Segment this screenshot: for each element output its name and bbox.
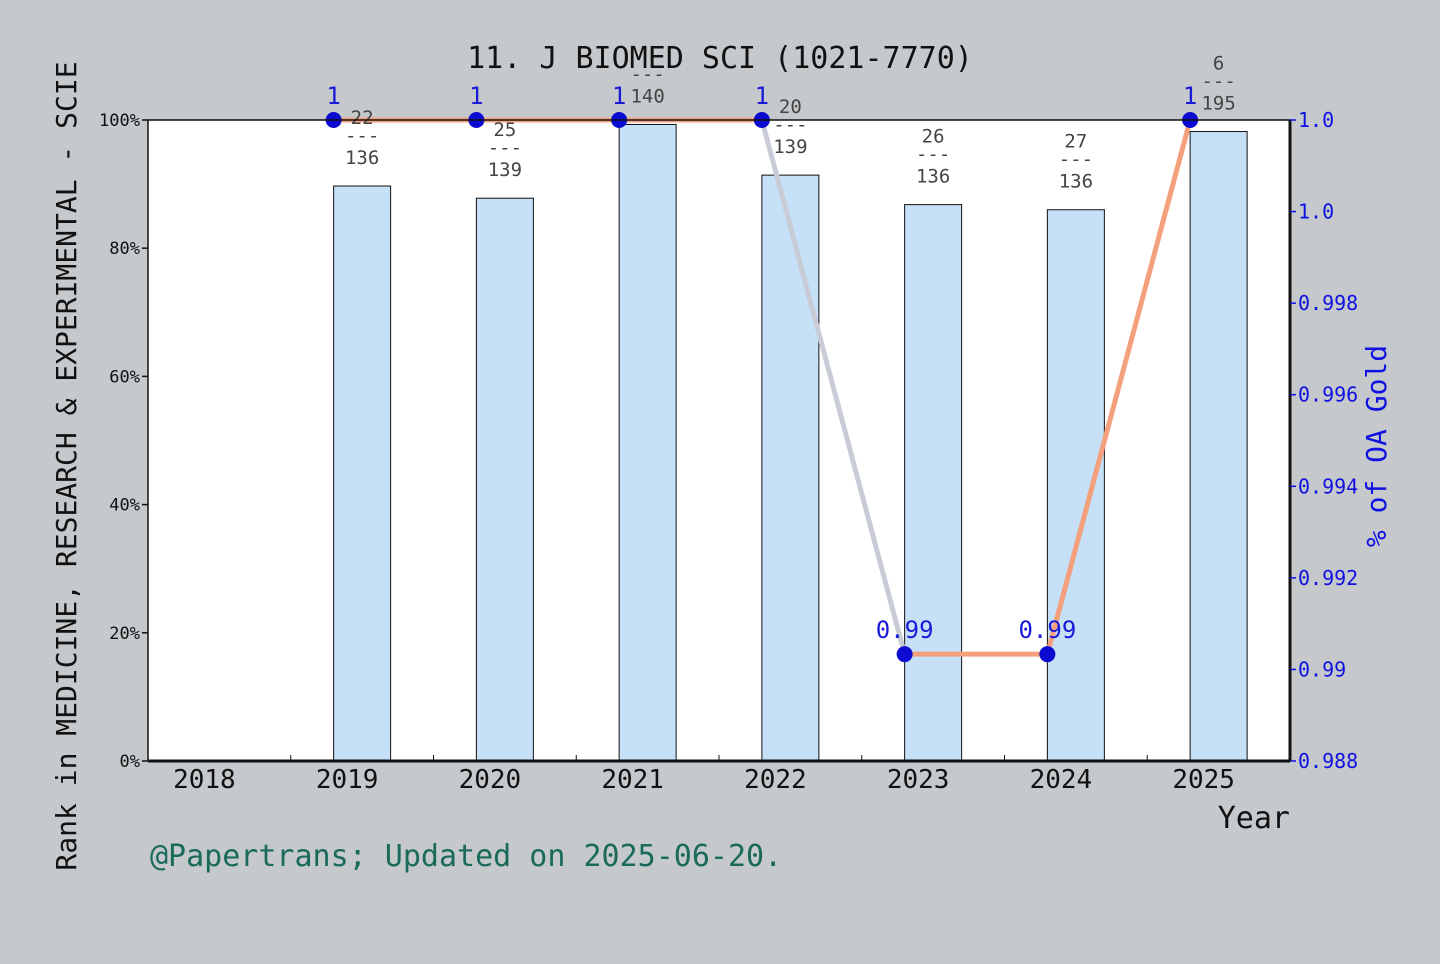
right-tick-label-0: 0.988 (1298, 749, 1358, 773)
right-tick-label-1: 0.99 (1298, 657, 1346, 681)
x-axis-label: Year (1218, 801, 1290, 836)
rank-value-2020: 25 (493, 119, 516, 141)
left-y-axis-label: Rank in MEDICINE, RESEARCH & EXPERIMENTA… (50, 61, 83, 870)
left-tick-label-4: 80% (109, 239, 140, 259)
x-tick-label-2018: 2018 (173, 765, 236, 795)
rank-total-2019: 136 (345, 147, 379, 169)
rank-total-2020: 139 (488, 159, 522, 181)
left-tick-label-3: 60% (109, 367, 140, 387)
rank-total-2025: 195 (1201, 93, 1235, 115)
right-tick-label-5: 0.998 (1298, 291, 1358, 315)
rank-total-2023: 136 (916, 166, 950, 188)
oa-line-segment-2022-2023 (759, 117, 908, 657)
rank-value-2025: 6 (1213, 53, 1224, 75)
rank-separator-2024: --- (1059, 149, 1093, 171)
bar-2021 (618, 123, 677, 762)
right-tick-label-6: 1.0 (1298, 200, 1334, 224)
bar-2023 (904, 204, 963, 762)
bar-2019 (333, 185, 392, 762)
oa-line-segment-2024-2025 (1044, 117, 1193, 657)
left-tick-label-0: 0% (120, 752, 140, 772)
oa-point-2024 (1039, 646, 1056, 663)
x-tick-label-2020: 2020 (459, 765, 522, 795)
rank-total-2024: 136 (1059, 171, 1093, 193)
x-tick-label-2023: 2023 (887, 765, 950, 795)
oa-label-2023: 0.99 (876, 616, 934, 644)
rank-separator-2020: --- (488, 137, 522, 159)
axes-layer: 0% 20% 40% 60% 80% 100% 0.988 0.99 0.992 0.994 0.9… (99, 108, 1358, 795)
right-tick-label-2: 0.992 (1298, 566, 1358, 590)
chart-title: 11. J BIOMED SCI (1021-7770) (467, 41, 973, 76)
rank-separator-2021: --- (630, 63, 664, 85)
bar-2022 (761, 174, 820, 762)
oa-label-2025: 1 (1183, 82, 1197, 110)
left-tick-label-2: 40% (109, 496, 140, 516)
rank-value-2024: 27 (1064, 131, 1087, 153)
x-tick-label-2021: 2021 (601, 765, 664, 795)
rank-value-2023: 26 (922, 126, 945, 148)
bar-2020 (475, 197, 534, 762)
oa-point-2023 (896, 646, 913, 663)
rank-separator-2023: --- (916, 144, 950, 166)
rank-total-2021: 140 (630, 85, 664, 107)
right-tick-label-3: 0.994 (1298, 474, 1358, 498)
bar-2025 (1189, 131, 1248, 762)
plot-area (148, 120, 1290, 761)
right-tick-label-7: 1.0 (1298, 108, 1334, 132)
footer-credit: @Papertrans; Updated on 2025-06-20. (150, 839, 782, 874)
right-tick-label-4: 0.996 (1298, 383, 1358, 407)
labels-layer: 1 1 1 10.99 0.991136---22139---25140---139--… (326, 53, 1235, 645)
rank-value-2022: 20 (779, 96, 802, 118)
x-tick-label-2025: 2025 (1172, 765, 1235, 795)
rank-total-2022: 139 (773, 136, 807, 158)
oa-label-2020: 1 (469, 82, 483, 110)
oa-label-2021: 1 (612, 82, 626, 110)
left-tick-label-1: 20% (109, 624, 140, 644)
right-y-axis-label: % of OA Gold (1360, 345, 1393, 547)
bars-layer (333, 123, 1248, 762)
left-tick-label-5: 100% (99, 111, 140, 131)
rank-value-2019: 22 (351, 107, 374, 129)
rank-separator-2025: --- (1201, 71, 1235, 93)
x-tick-label-2019: 2019 (316, 765, 379, 795)
rank-separator-2019: --- (345, 125, 379, 147)
oa-label-2022: 1 (755, 82, 769, 110)
bar-2024 (1046, 209, 1105, 762)
oa-label-2019: 1 (326, 82, 340, 110)
x-tick-label-2022: 2022 (744, 765, 807, 795)
oa-label-2024: 0.99 (1018, 616, 1076, 644)
x-tick-label-2024: 2024 (1030, 765, 1093, 795)
